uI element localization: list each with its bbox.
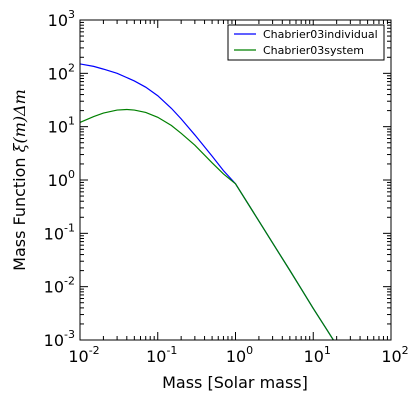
y-tick-label: 10-1: [44, 221, 75, 243]
series-line-chabrier03system: [80, 108, 335, 340]
series-layer: [80, 63, 335, 340]
y-tick-label: 101: [48, 115, 75, 137]
legend-box: [227, 24, 385, 61]
y-tick-label: 10-2: [44, 275, 75, 297]
y-axis-label-math: ξ(m)Δm: [10, 89, 29, 152]
x-tick-label: 10-1: [146, 344, 177, 366]
y-tick-label: 102: [48, 61, 75, 83]
legend-label-chabrier03system: Chabrier03system: [263, 44, 364, 57]
y-tick-label: 103: [48, 8, 75, 30]
y-tick-label: 100: [48, 168, 75, 190]
x-tick-label: 100: [226, 344, 253, 366]
y-tick-labels: 10-3 10-2 10-1 100 101 102 103: [44, 8, 75, 350]
y-axis-label-prefix: Mass Function: [10, 152, 29, 271]
y-axis-label: Mass Function ξ(m)Δm: [10, 89, 29, 271]
legend-label-chabrier03individual: Chabrier03individual: [263, 28, 378, 41]
plot-frame: [79, 19, 392, 341]
x-axis-label: Mass [Solar mass]: [162, 373, 308, 392]
legend: Chabrier03individual Chabrier03system: [227, 24, 385, 61]
x-tick-label: 10-2: [68, 344, 99, 366]
x-tick-label: 102: [381, 344, 408, 366]
x-tick-label: 101: [304, 344, 331, 366]
plot-background: [80, 20, 391, 340]
x-tick-labels: 10-2 10-1 100 101 102: [68, 344, 408, 366]
y-tick-label: 10-3: [44, 328, 75, 350]
